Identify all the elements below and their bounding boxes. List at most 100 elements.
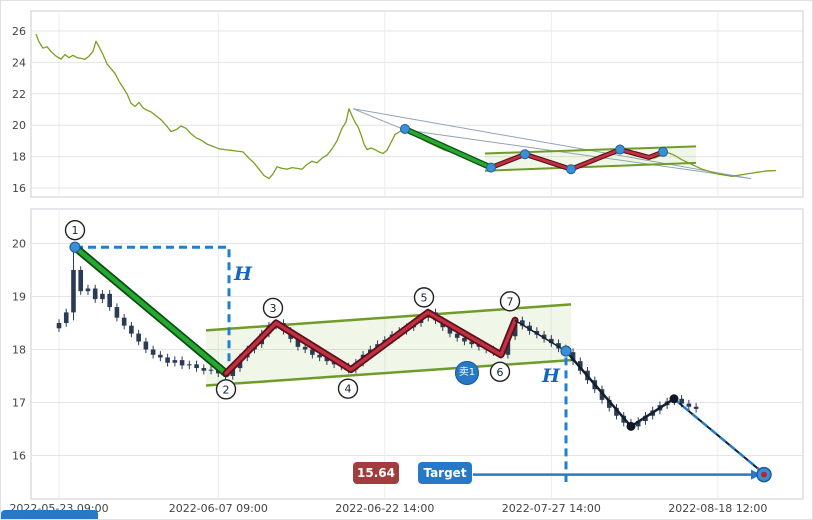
candle-body — [179, 360, 185, 366]
flag-zigzag-line — [224, 310, 517, 376]
svg-text:7: 7 — [507, 295, 514, 308]
candle-body — [549, 338, 554, 344]
svg-text:2: 2 — [223, 383, 230, 396]
candle-body — [71, 269, 76, 313]
y-tick-label: 18 — [12, 151, 26, 164]
pattern-tail-line — [514, 319, 567, 352]
candle-body — [158, 354, 163, 358]
y-tick-label: 26 — [12, 25, 26, 38]
footer-fragment — [1, 510, 98, 519]
candle-body — [462, 337, 467, 342]
candle-body — [317, 354, 322, 358]
candle-body — [693, 406, 699, 409]
flag-zigzag-line — [489, 148, 665, 171]
x-tick-label: 2022-07-27 14:00 — [502, 502, 601, 515]
x-tick-label: 2022-06-07 09:00 — [169, 502, 268, 515]
candle-body — [679, 398, 684, 404]
candle-body — [295, 338, 301, 347]
candle-body — [129, 325, 134, 334]
y-tick-label: 19 — [12, 290, 26, 303]
target-point-center — [761, 471, 767, 478]
candle-body — [541, 334, 547, 339]
candle-body — [143, 341, 149, 350]
candle-body — [686, 403, 692, 407]
candle-body — [324, 357, 330, 362]
svg-text:1: 1 — [72, 224, 79, 237]
svg-text:3: 3 — [270, 302, 277, 315]
flag-channel-lower — [205, 358, 572, 387]
pattern-dot — [520, 149, 530, 160]
y-tick-label: 24 — [12, 56, 26, 69]
y-tick-label: 20 — [12, 119, 26, 132]
target-label-badge: Target — [418, 462, 472, 484]
candle-body — [194, 364, 199, 369]
svg-text:4: 4 — [345, 383, 352, 396]
pivot-dot — [669, 394, 679, 404]
candle-body — [114, 307, 120, 318]
svg-text:5: 5 — [421, 291, 428, 304]
panel-frame — [30, 208, 804, 500]
candle-body — [56, 322, 62, 329]
candle-body — [230, 368, 236, 377]
candle-body — [520, 320, 525, 326]
x-tick-label: 2022-06-22 14:00 — [335, 502, 434, 515]
candle-body — [614, 407, 619, 416]
flagpole-line — [72, 244, 229, 376]
projection-line-dashed — [673, 397, 765, 475]
pattern-dot — [69, 241, 81, 253]
candle-body — [92, 288, 98, 300]
flag-channel-lower — [484, 161, 697, 172]
height-measure-line-1 — [75, 245, 231, 371]
pattern-number-3: 3 — [262, 297, 284, 319]
pattern-dot — [560, 345, 572, 357]
svg-text:6: 6 — [497, 366, 504, 379]
sell-signal-badge: 卖1 — [455, 361, 479, 385]
candle-body — [310, 349, 315, 355]
candle-body — [302, 346, 308, 350]
pattern-number-2: 2 — [215, 379, 237, 400]
pattern-number-5: 5 — [413, 287, 435, 308]
pattern-number-7: 7 — [499, 291, 521, 312]
target-arrow-head — [751, 469, 761, 480]
pattern-number-4: 4 — [337, 378, 359, 399]
candle-body — [469, 341, 474, 345]
target-price-badge: 15.64 — [353, 462, 399, 484]
pattern-dot — [400, 123, 410, 134]
candle-body — [606, 399, 612, 408]
candle-body — [107, 293, 112, 308]
pivot-dot — [626, 421, 636, 431]
y-tick-label: 16 — [12, 450, 26, 463]
pattern-number-6: 6 — [489, 361, 511, 382]
candle-body — [150, 349, 156, 355]
pattern-dot — [615, 144, 625, 155]
candle-body — [165, 357, 170, 363]
candle-body — [136, 333, 141, 342]
candle-body — [201, 368, 207, 371]
candle-body — [172, 360, 178, 363]
candle-body — [447, 327, 453, 334]
x-tick-label: 2022-08-18 12:00 — [668, 502, 767, 515]
candle-body — [187, 364, 192, 366]
y-tick-label: 20 — [12, 237, 26, 250]
candle-body — [454, 333, 460, 338]
candle-body — [121, 317, 127, 326]
candle-body — [85, 288, 91, 292]
y-tick-label: 18 — [12, 343, 26, 356]
candle-body — [208, 369, 214, 371]
candle-body — [635, 421, 641, 427]
y-tick-label: 16 — [12, 182, 26, 195]
pattern-dot — [566, 164, 576, 175]
y-tick-label: 17 — [12, 397, 26, 410]
pattern-dot — [658, 146, 668, 157]
flagpole-line — [403, 127, 493, 170]
candle-body — [63, 312, 69, 323]
pattern-number-1: 1 — [64, 219, 86, 241]
candle-body — [78, 269, 84, 292]
projection-wedge — [352, 108, 752, 180]
candle-body — [570, 352, 576, 362]
pattern-dot — [486, 162, 496, 173]
y-tick-label: 22 — [12, 88, 26, 101]
candle-body — [100, 293, 105, 300]
